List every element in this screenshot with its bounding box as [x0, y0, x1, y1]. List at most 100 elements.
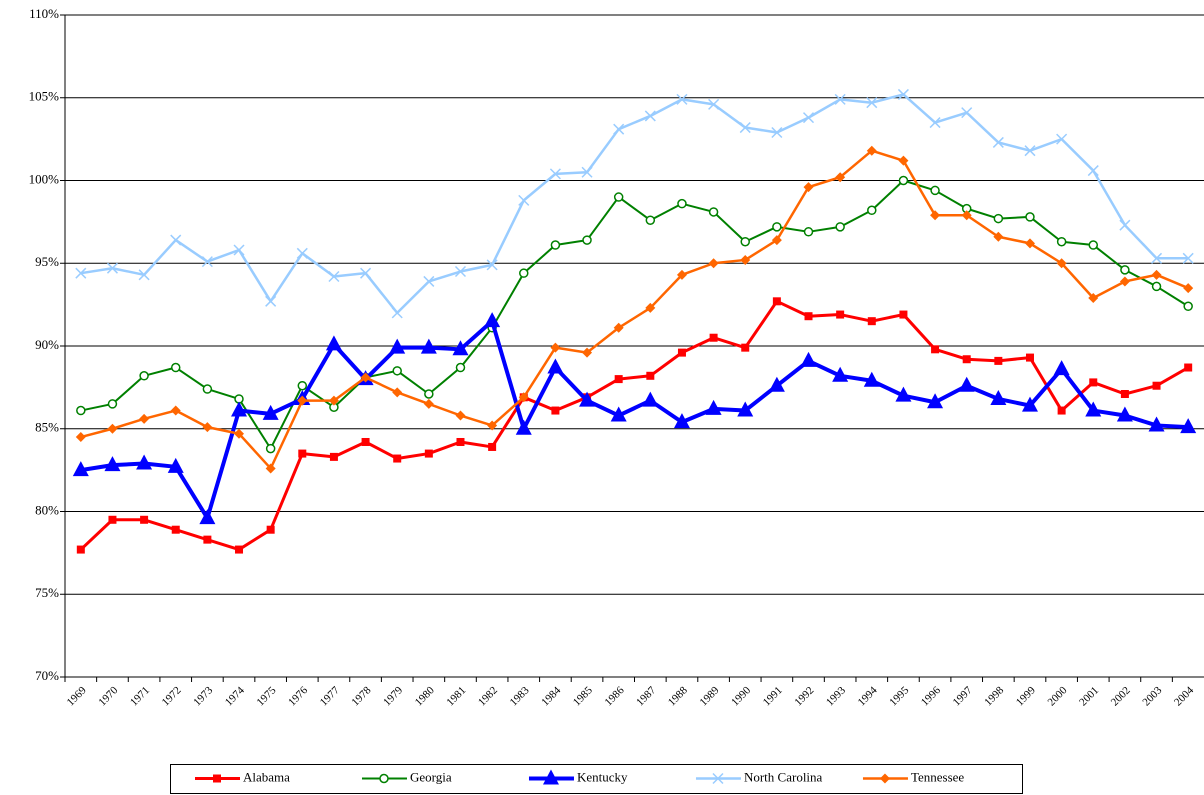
marker [72, 461, 89, 477]
marker [579, 391, 596, 407]
marker [1087, 165, 1099, 177]
marker [519, 268, 529, 278]
marker [487, 420, 498, 431]
marker [106, 262, 118, 274]
x-tick-label: 1978 [349, 684, 373, 708]
marker [835, 172, 846, 183]
marker [771, 126, 783, 139]
marker [741, 343, 750, 352]
marker [108, 515, 117, 524]
marker [389, 338, 406, 354]
marker [139, 413, 150, 424]
marker [455, 410, 466, 421]
legend-label: North Carolina [744, 769, 823, 784]
marker [361, 437, 370, 446]
marker [705, 399, 722, 415]
x-tick-label: 1989 [697, 684, 721, 708]
marker [262, 404, 279, 420]
marker [1184, 363, 1193, 372]
x-tick-label: 1971 [128, 684, 152, 708]
x-tick-label: 1986 [603, 684, 627, 708]
x-tick-label: 1981 [444, 684, 468, 708]
x-tick-label: 1988 [666, 684, 690, 708]
marker [1151, 252, 1163, 264]
marker [392, 366, 402, 376]
legend-label: Alabama [243, 769, 290, 784]
marker [296, 247, 308, 259]
x-tick-label: 1985 [571, 684, 595, 708]
marker [867, 205, 877, 216]
marker [931, 345, 940, 354]
marker [1120, 389, 1129, 398]
marker [740, 254, 751, 265]
marker [994, 356, 1003, 365]
marker [518, 392, 529, 403]
x-tick-label: 1992 [792, 684, 816, 708]
x-tick-label: 1974 [223, 684, 247, 708]
marker [771, 235, 782, 246]
marker [1056, 258, 1067, 269]
marker [990, 389, 1007, 405]
marker [104, 456, 121, 472]
marker [328, 395, 339, 406]
marker [708, 258, 719, 269]
marker [551, 406, 560, 415]
marker [1056, 133, 1068, 145]
marker [582, 347, 593, 358]
marker [897, 88, 909, 100]
x-tick-label: 1976 [286, 684, 310, 708]
marker [1085, 401, 1102, 417]
marker [201, 256, 213, 268]
marker [423, 398, 434, 409]
x-tick-label: 1983 [508, 684, 532, 708]
marker [393, 454, 402, 463]
marker [642, 391, 659, 407]
marker [550, 342, 561, 353]
marker [739, 122, 751, 134]
marker [644, 110, 656, 122]
marker [709, 333, 718, 342]
marker [737, 401, 754, 417]
x-tick-label: 1991 [761, 684, 785, 708]
x-tick-label: 2002 [1109, 684, 1133, 708]
marker [420, 338, 437, 354]
marker [927, 393, 944, 409]
marker [170, 362, 181, 373]
marker [234, 428, 245, 439]
marker [486, 259, 498, 271]
marker [138, 269, 150, 281]
marker [424, 449, 433, 458]
marker [613, 322, 624, 333]
marker [895, 386, 912, 402]
x-tick-label: 1997 [951, 684, 975, 708]
x-tick-label: 1996 [919, 684, 943, 708]
marker [455, 362, 466, 373]
marker [298, 449, 307, 458]
marker [614, 375, 623, 384]
marker [1151, 281, 1162, 292]
marker [708, 207, 719, 217]
x-tick-label: 1984 [539, 684, 563, 708]
x-tick-label: 1999 [1014, 684, 1038, 708]
x-tick-label: 2001 [1077, 684, 1101, 708]
marker [866, 145, 877, 156]
marker [740, 236, 750, 247]
series-line [80, 149, 1189, 470]
marker [202, 384, 213, 394]
marker [297, 380, 308, 391]
marker [677, 198, 687, 209]
marker [392, 387, 403, 398]
marker [325, 335, 342, 351]
x-tick-label: 1982 [476, 684, 500, 708]
marker [231, 401, 248, 417]
marker [930, 210, 941, 221]
y-tick-label: 105% [29, 89, 60, 104]
marker [992, 136, 1004, 148]
marker [328, 270, 340, 283]
x-tick-label: 1977 [318, 684, 342, 708]
marker [582, 235, 592, 245]
marker [167, 457, 184, 473]
marker [836, 310, 845, 319]
marker [613, 192, 624, 202]
